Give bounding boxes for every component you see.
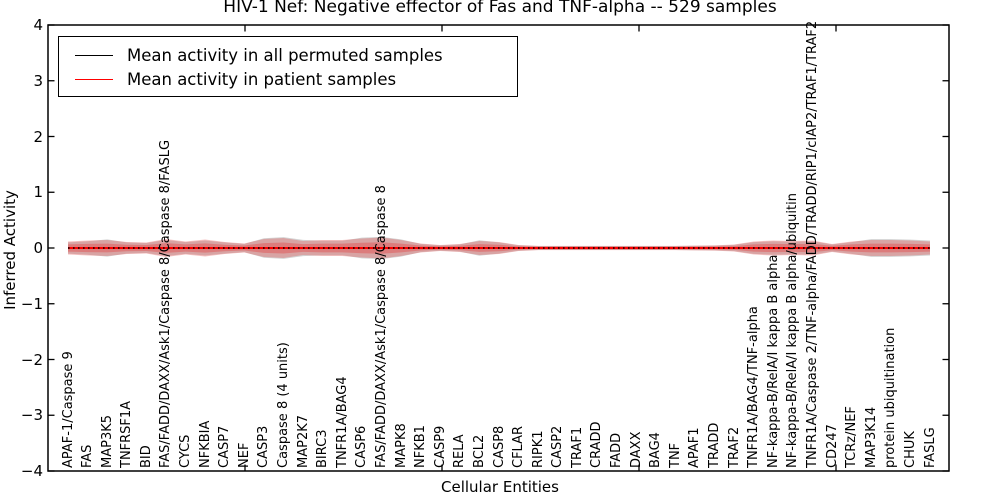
x-category-label: CD247: [824, 424, 840, 468]
x-category-label: TNFR1A/BAG4/TNF-alpha: [746, 306, 762, 468]
x-category-label: TNFR1A/Caspase 2/TNF-alpha/FADD/TRADD/RI…: [804, 20, 820, 468]
patient-line-sample: [75, 78, 113, 80]
x-category-label: MAP2K7: [295, 414, 311, 468]
x-category-label: BIRC3: [315, 429, 331, 469]
x-category-label: FASLG: [922, 427, 938, 468]
x-category-label: CHUK: [902, 431, 918, 468]
y-tick-label: −2: [20, 350, 43, 369]
y-tick-label: −1: [20, 294, 43, 313]
legend-entry-patient: Mean activity in patient samples: [59, 67, 517, 91]
x-category-label: FAS/FADD/DAXX/Ask1/Caspase 8/Caspase 8: [373, 185, 389, 468]
x-category-label: RIPK1: [530, 430, 546, 468]
x-axis-label: Cellular Entities: [441, 478, 559, 496]
x-category-label: DAXX: [628, 431, 644, 469]
y-tick-label: 3: [33, 71, 43, 90]
x-category-label: CASP9: [432, 425, 448, 468]
x-category-label: RELA: [452, 434, 468, 468]
legend-entry-permuted: Mean activity in all permuted samples: [59, 43, 517, 67]
x-category-label: Caspase 8 (4 units): [276, 342, 291, 468]
x-category-label: protein ubiquitination: [883, 327, 899, 468]
x-category-label: CASP3: [256, 425, 272, 468]
x-category-label: TNFRSF1A: [119, 400, 135, 468]
y-tick-label: −4: [20, 462, 43, 480]
x-category-label: CASP2: [550, 425, 566, 468]
x-category-label: FAS/FADD/DAXX/Ask1/Caspase 8/Caspase 8/F…: [158, 139, 174, 468]
x-category-label: FAS: [80, 444, 96, 468]
y-tick-label: −3: [20, 406, 43, 425]
permuted-line-sample: [75, 54, 113, 56]
x-category-label: NF-kappa-B/RelA/I kappa B alpha: [765, 254, 781, 468]
x-category-label: TRAF1: [569, 426, 585, 468]
x-category-label: APAF-1/Caspase 9: [60, 351, 76, 468]
x-category-label: CFLAR: [511, 425, 527, 468]
x-category-label: CASP6: [354, 425, 370, 468]
x-category-label: TRAF2: [726, 426, 742, 468]
y-tick-label: 4: [33, 16, 43, 34]
x-category-label: CYCS: [178, 434, 194, 468]
y-tick-label: 1: [33, 183, 43, 202]
x-category-label: MAP3K14: [863, 406, 879, 468]
legend-label: Mean activity in all permuted samples: [127, 45, 443, 65]
chart-title: HIV-1 Nef: Negative effector of Fas and …: [223, 0, 777, 17]
x-category-label: TNFR1A/BAG4: [334, 376, 350, 468]
x-category-label: APAF1: [687, 427, 703, 468]
x-category-label: BCL2: [471, 434, 487, 468]
y-tick-label: 0: [33, 239, 43, 257]
x-category-label: CASP7: [217, 425, 233, 468]
legend: Mean activity in all permuted samples Me…: [58, 36, 518, 97]
x-category-label: NF-kappa-B/RelA/I kappa B alpha/ubiquiti…: [785, 193, 801, 468]
x-category-label: BID: [138, 445, 154, 468]
x-category-label: NFKB1: [413, 425, 429, 468]
x-category-label: TCRz/NEF: [844, 406, 860, 468]
x-category-label: TNF: [667, 442, 683, 468]
x-category-label: MAPK8: [393, 423, 409, 468]
y-tick-label: 2: [33, 127, 43, 146]
x-category-label: NEF: [236, 442, 252, 468]
legend-label: Mean activity in patient samples: [127, 69, 397, 89]
x-category-label: MAP3K5: [99, 414, 115, 468]
x-category-label: BAG4: [648, 432, 664, 468]
x-category-label: FADD: [609, 432, 625, 468]
x-category-label: NFKBIA: [197, 420, 213, 468]
x-category-label: CRADD: [589, 421, 605, 469]
x-category-label: CASP8: [491, 425, 507, 468]
x-category-label: TRADD: [707, 422, 722, 468]
